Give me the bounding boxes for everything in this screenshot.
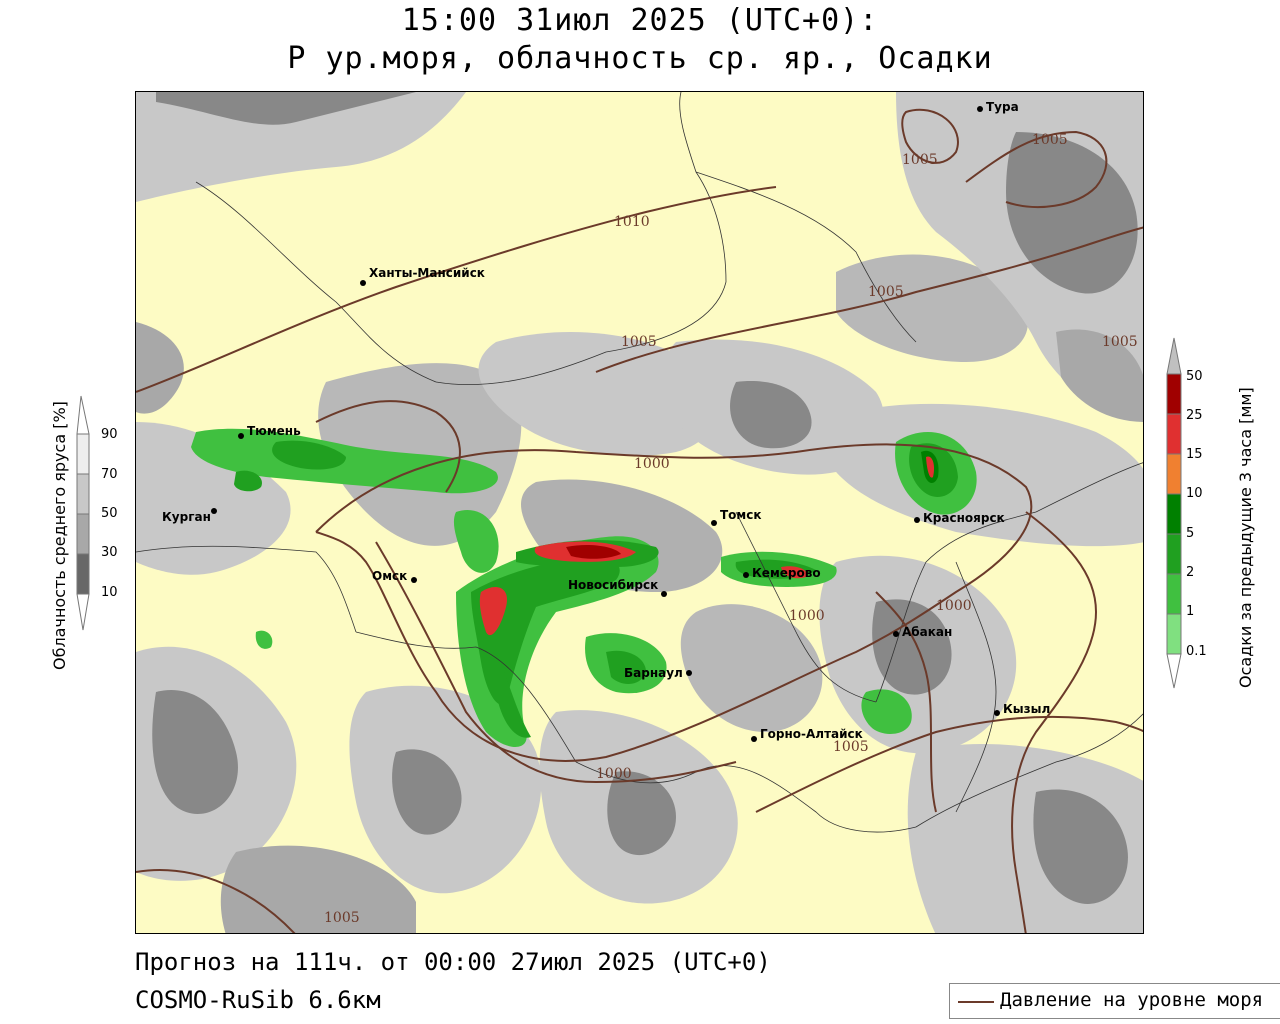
isobar-mid: [875, 591, 937, 813]
isobar-label: 1000: [634, 456, 670, 472]
cities: Тура Ханты-Мансийск Тюмень Курган Омск Т…: [162, 100, 1050, 742]
city-label-krasnoyarsk: Красноярск: [923, 511, 1005, 525]
precip-swatch-10: [1166, 493, 1182, 535]
model-name: COSMO-RuSib 6.6км: [135, 986, 381, 1014]
city-dot: [686, 670, 692, 676]
precip-tick: 2: [1186, 565, 1195, 580]
isobar-1000-sw: [136, 869, 296, 933]
city-dot: [743, 572, 749, 578]
cloud-swatch-70: [76, 473, 90, 515]
isobar-label: 1005: [1032, 132, 1068, 148]
city-label-kurgan: Курган: [162, 510, 211, 524]
cloud-tick: 10: [101, 585, 118, 600]
city-label-omsk: Омск: [372, 569, 407, 583]
map-canvas: 1005 1005 1010 1005 1005 1005 1000 1000 …: [136, 92, 1143, 933]
city-dot: [661, 591, 667, 597]
city-dot: [411, 577, 417, 583]
cloud-tick: 90: [101, 427, 118, 442]
city-label-gorno-altaysk: Горно-Алтайск: [760, 727, 863, 741]
cloud-colorbar: [76, 395, 90, 631]
isobar-label: 1000: [789, 608, 825, 624]
isobar-label: 1005: [1102, 334, 1138, 350]
precip-tick: 1: [1186, 604, 1195, 619]
city-dot: [711, 520, 717, 526]
city-label-tomsk: Томск: [720, 508, 762, 522]
precip-swatch-2: [1166, 573, 1182, 615]
precip-tick: 25: [1186, 408, 1203, 423]
city-label-novosibirsk: Новосибирск: [568, 578, 658, 592]
isobar-label: 1005: [621, 334, 657, 350]
isobar-label: 1005: [902, 152, 938, 168]
isobar-1005-north: [595, 226, 1143, 373]
precip-layer: [191, 428, 977, 747]
cloud-swatch-30: [76, 553, 90, 595]
city-dot: [994, 710, 1000, 716]
isobar-1010: [136, 186, 777, 393]
isobar-label: 1000: [596, 766, 632, 782]
isobars: [136, 108, 1143, 933]
isobar-1005-e: [1011, 511, 1098, 933]
city-dot: [211, 508, 217, 514]
region-borders: [136, 92, 1143, 833]
precip-tick: 10: [1186, 486, 1203, 501]
precip-swatch-15: [1166, 453, 1182, 495]
city-label-tyumen: Тюмень: [247, 424, 301, 438]
isobar-label: 1010: [614, 214, 650, 230]
cloud-tick: 50: [101, 506, 118, 521]
precip-swatch-5: [1166, 533, 1182, 575]
city-label-abakan: Абакан: [902, 625, 952, 639]
cloud-swatch-50: [76, 513, 90, 555]
city-dot: [893, 631, 899, 637]
precip-tick: 5: [1186, 526, 1195, 541]
city-label-tura: Тура: [986, 100, 1019, 114]
isobar-label: 1005: [324, 910, 360, 926]
forecast-info: Прогноз на 111ч. от 00:00 27июл 2025 (UT…: [135, 948, 771, 976]
precip-scale-label: Осадки за предыдущие 3 часа [мм]: [1236, 387, 1255, 688]
precip-swatch-1: [1166, 613, 1182, 655]
map-title: 15:00 31июл 2025 (UTC+0):: [401, 3, 879, 38]
cloud-tick: 70: [101, 467, 118, 482]
isobar-label: 1000: [936, 598, 972, 614]
city-label-khanty-mansiysk: Ханты-Мансийск: [369, 266, 485, 280]
precip-tick: 15: [1186, 447, 1203, 462]
cloud-tick: 30: [101, 545, 118, 560]
isobar-label: 1005: [868, 284, 904, 300]
cloud-swatch-90: [76, 433, 90, 475]
isobar-1000-west: [315, 400, 461, 493]
precip-tick: 50: [1186, 369, 1203, 384]
isobar-1005-south: [375, 541, 737, 784]
city-label-kyzyl: Кызыл: [1003, 702, 1050, 716]
precip-swatch-25: [1166, 413, 1182, 455]
precip-colorbar: [1166, 337, 1182, 689]
precip-tick: 0.1: [1186, 644, 1207, 659]
city-dot: [238, 433, 244, 439]
pressure-line-swatch: [958, 1001, 994, 1003]
city-label-kemerovo: Кемерово: [752, 566, 821, 580]
isobar-1005-se: [755, 715, 1143, 813]
city-dot: [751, 736, 757, 742]
isobar-1000-ring: [315, 443, 1033, 762]
pressure-legend: Давление на уровне моря: [949, 983, 1280, 1019]
isobar-labels: 1005 1005 1010 1005 1005 1005 1000 1000 …: [324, 132, 1138, 926]
weather-map[interactable]: 1005 1005 1010 1005 1005 1005 1000 1000 …: [135, 91, 1144, 934]
isobar-1005-loop: [901, 108, 959, 164]
precip-swatch-50: [1166, 373, 1182, 415]
map-subtitle: P ур.моря, облачность ср. яр., Осадки: [287, 41, 993, 76]
cloud-scale-label: Облачность среднего яруса [%]: [50, 401, 69, 670]
city-dot: [977, 106, 983, 112]
isobar-1005-ne: [965, 130, 1108, 208]
city-dot: [914, 517, 920, 523]
city-dot: [360, 280, 366, 286]
city-label-barnaul: Барнаул: [624, 666, 683, 680]
pressure-legend-label: Давление на уровне моря: [1000, 989, 1264, 1011]
isobar-label: 1005: [833, 739, 869, 755]
